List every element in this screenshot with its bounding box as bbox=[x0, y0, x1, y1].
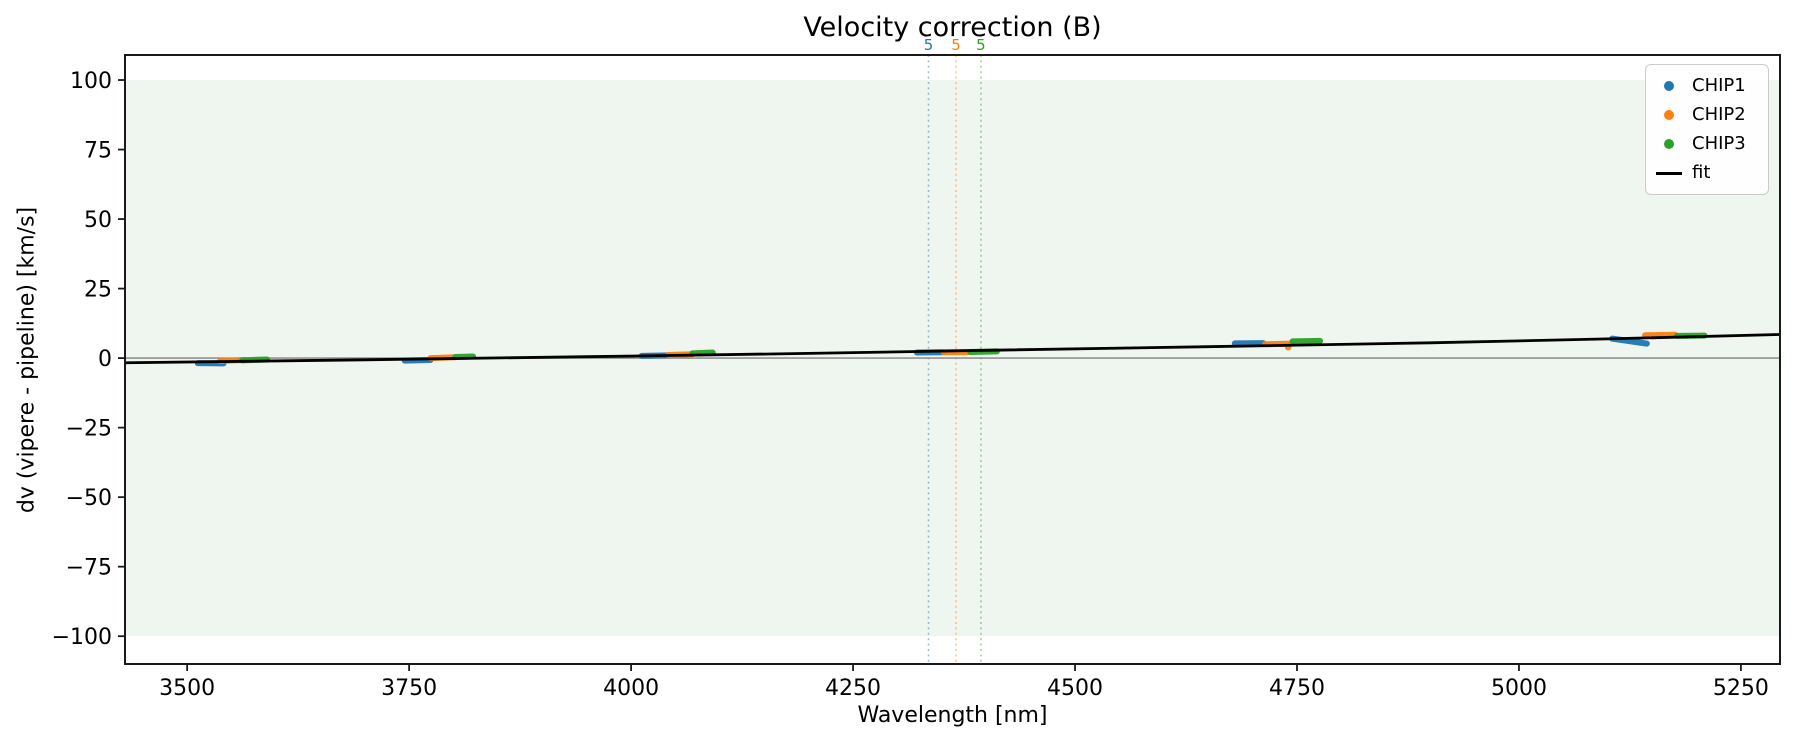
y-tick-label: −25 bbox=[66, 417, 112, 442]
axes-spines bbox=[124, 54, 1781, 665]
legend: CHIP1 CHIP2 CHIP3 fit bbox=[1645, 64, 1769, 195]
scatter-segment-chip3 bbox=[1289, 337, 1324, 345]
x-tick-label: 3500 bbox=[159, 676, 215, 701]
y-tick-label: 75 bbox=[84, 139, 112, 164]
order-marker-label: 5 bbox=[951, 36, 961, 54]
x-tick-label: 3750 bbox=[381, 676, 437, 701]
chip-dot-swatch bbox=[1664, 139, 1674, 149]
x-tick-label: 4250 bbox=[825, 676, 881, 701]
y-tick-label: −50 bbox=[66, 486, 112, 511]
legend-item: CHIP1 bbox=[1656, 74, 1758, 98]
chart-title: Velocity correction (B) bbox=[803, 12, 1102, 43]
x-tick-label: 4000 bbox=[603, 676, 659, 701]
legend-item-label: CHIP3 bbox=[1692, 133, 1746, 154]
chip-dot-swatch bbox=[1664, 110, 1674, 120]
y-tick-label: 50 bbox=[84, 208, 112, 233]
scatter-segment-chip3 bbox=[452, 353, 477, 360]
y-tick-label: 25 bbox=[84, 278, 112, 303]
legend-dot-marker bbox=[1656, 139, 1682, 149]
order-marker-label: 5 bbox=[924, 36, 934, 54]
legend-item-label: fit bbox=[1692, 162, 1711, 183]
legend-item-label: CHIP1 bbox=[1692, 75, 1746, 96]
legend-item-label: CHIP2 bbox=[1692, 104, 1746, 125]
y-axis-label: dv (vipere - pipeline) [km/s] bbox=[14, 206, 40, 514]
legend-item: fit bbox=[1656, 161, 1758, 185]
order-marker-label: 5 bbox=[976, 36, 986, 54]
legend-dot-marker bbox=[1656, 81, 1682, 91]
y-tick-label: −100 bbox=[52, 625, 112, 650]
scatter-segment-chip2 bbox=[1642, 331, 1679, 339]
x-axis-label: Wavelength [nm] bbox=[857, 703, 1048, 728]
y-tick-label: −75 bbox=[66, 556, 112, 581]
fit-line bbox=[124, 333, 1781, 365]
legend-dot-marker bbox=[1656, 110, 1682, 120]
fit-line-swatch bbox=[1656, 171, 1682, 175]
chip-dot-swatch bbox=[1664, 81, 1674, 91]
x-tick-label: 4750 bbox=[1269, 676, 1325, 701]
x-tick-label: 5000 bbox=[1491, 676, 1547, 701]
legend-item: CHIP3 bbox=[1656, 132, 1758, 156]
scatter-segment-chip2 bbox=[1262, 340, 1295, 348]
y-tick-label: 100 bbox=[70, 69, 112, 94]
legend-item: CHIP2 bbox=[1656, 103, 1758, 127]
y-tick-label: 0 bbox=[98, 347, 112, 372]
x-tick-label: 4500 bbox=[1047, 676, 1103, 701]
scatter-segment-chip3 bbox=[689, 349, 716, 357]
legend-line-marker bbox=[1656, 171, 1682, 175]
x-tick-label: 5250 bbox=[1713, 676, 1769, 701]
